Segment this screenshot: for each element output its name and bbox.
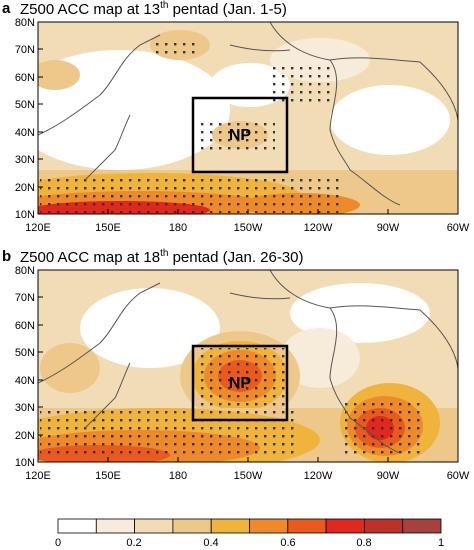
lat-label: 50N (15, 347, 35, 359)
colorbar-cell (95, 518, 136, 534)
colorbar-label: 0 (55, 537, 61, 549)
lat-label: 50N (15, 99, 35, 111)
lat-label: 10N (15, 209, 35, 221)
np-label: NP (229, 127, 252, 144)
colorbar-cell (363, 518, 404, 534)
lat-label: 30N (15, 154, 35, 166)
lat-label: 70N (15, 292, 35, 304)
colorbar-cell (402, 518, 442, 534)
colorbar-cell (172, 518, 212, 534)
lat-label: 20N (15, 182, 35, 194)
lon-label: 150E (95, 470, 121, 482)
np-box (191, 344, 289, 422)
panel-b: b Z500 ACC map at 18th pentad (Jan. 26-3… (0, 248, 474, 493)
colorbar-cell (325, 518, 365, 534)
lon-label: 120E (25, 470, 51, 482)
lon-label: 180 (169, 470, 187, 482)
lat-label: 10N (15, 457, 35, 469)
lon-label: 150E (95, 222, 121, 234)
panel-a: a Z500 ACC map at 13th pentad (Jan. 1-5) (0, 0, 474, 245)
lon-label: 120E (25, 222, 51, 234)
np-label: NP (229, 375, 252, 392)
lon-label: 120W (304, 222, 333, 234)
lat-label: 80N (15, 265, 35, 277)
lon-label: 60W (447, 222, 470, 234)
lat-label: 60N (15, 72, 35, 84)
colorbar-label: 0.6 (280, 537, 295, 549)
colorbar: 0 0.2 0.4 0.6 0.8 1 (55, 518, 444, 549)
colorbar-cell (287, 518, 327, 534)
lat-label: 20N (15, 430, 35, 442)
acc-map-a: NP 80N 70N 60N 50N 40N 30N 20N 10N 120E … (15, 17, 470, 234)
lon-label: 60W (447, 470, 470, 482)
lon-label: 150W (234, 222, 263, 234)
colorbar-cell (134, 518, 174, 534)
panel-title: Z500 ACC map at 13th pentad (Jan. 1-5) (20, 0, 287, 18)
lat-label: 80N (15, 17, 35, 29)
lat-label: 40N (15, 127, 35, 139)
lon-label: 180 (169, 222, 187, 234)
colorbar-label: 0.4 (203, 537, 218, 549)
colorbar-cell (57, 518, 97, 534)
np-box (191, 96, 289, 174)
lon-label: 90W (377, 470, 400, 482)
lat-label: 30N (15, 402, 35, 414)
lon-label: 120W (304, 470, 333, 482)
acc-map-b: NP 80N 70N 60N 50N 40N 30N 20N 10N 120E … (15, 265, 470, 482)
lat-label: 40N (15, 375, 35, 387)
colorbar-cell (210, 518, 250, 534)
panel-letter: b (2, 248, 12, 265)
panel-letter: a (2, 0, 11, 17)
colorbar-label: 1 (438, 537, 444, 549)
lon-label: 150W (234, 470, 263, 482)
colorbar-label: 0.2 (126, 537, 141, 549)
colorbar-label: 0.8 (356, 537, 371, 549)
panel-title: Z500 ACC map at 18th pentad (Jan. 26-30) (20, 248, 304, 266)
colorbar-cell (249, 518, 289, 534)
lon-label: 90W (377, 222, 400, 234)
lat-label: 70N (15, 44, 35, 56)
lat-label: 60N (15, 320, 35, 332)
